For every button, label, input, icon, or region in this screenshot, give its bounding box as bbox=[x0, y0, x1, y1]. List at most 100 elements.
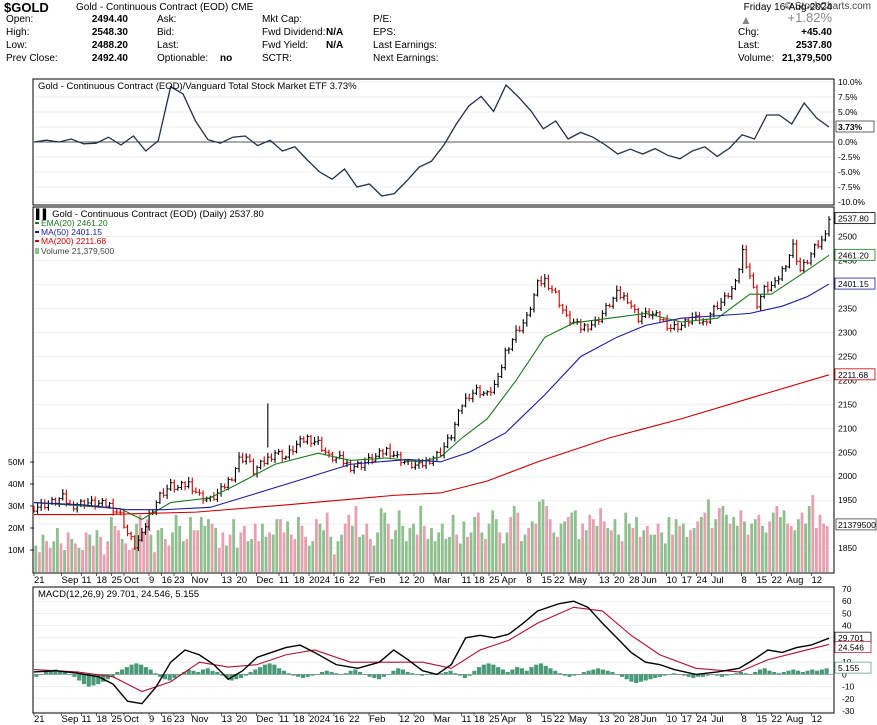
volume-bar bbox=[203, 525, 207, 572]
x-axis-label: 8 bbox=[527, 714, 532, 725]
ohlc-bar bbox=[755, 284, 759, 310]
x-axis-label: 21 bbox=[34, 714, 45, 725]
ohlc-bar bbox=[259, 459, 263, 470]
macd-hist-bar bbox=[505, 671, 510, 675]
quote-label-fwd-dividend: Fwd Dividend: bbox=[262, 27, 326, 38]
ohlc-bar bbox=[604, 302, 608, 317]
volume-bar bbox=[822, 523, 826, 572]
x-axis-label: 28 bbox=[629, 714, 640, 725]
volume-bar bbox=[228, 534, 232, 572]
macd-hist-bar bbox=[462, 674, 467, 679]
macd-hist-bar bbox=[405, 671, 410, 675]
macd-hist-bar bbox=[277, 668, 282, 675]
volume-bar bbox=[534, 523, 538, 572]
volume-bar bbox=[548, 519, 552, 572]
ohlc-bar bbox=[798, 257, 802, 273]
ohlc-bar bbox=[489, 386, 493, 397]
ohlc-bar bbox=[683, 317, 687, 328]
volume-bar bbox=[48, 547, 52, 572]
ohlc-bar bbox=[543, 273, 547, 288]
macd-hist-bar bbox=[515, 667, 520, 675]
ohlc-bar bbox=[71, 501, 76, 512]
ohlc-bar bbox=[539, 275, 543, 287]
ohlc-bar bbox=[201, 490, 205, 504]
quote-label-chg: Chg: bbox=[738, 27, 760, 38]
ohlc-bar bbox=[359, 461, 363, 470]
macd-hist-bar bbox=[772, 671, 777, 675]
rs-tick-label: 10.0% bbox=[838, 77, 863, 87]
macd-hist-bar bbox=[700, 674, 705, 677]
ohlc-bar bbox=[816, 239, 820, 249]
macd-hist-bar bbox=[486, 663, 491, 675]
macd-hist-bar bbox=[81, 674, 87, 685]
ohlc-bar bbox=[643, 307, 648, 318]
volume-bar bbox=[523, 534, 527, 572]
quote-value-fwd-yield: N/A bbox=[326, 40, 344, 51]
volume-bar bbox=[300, 525, 304, 572]
ohlc-bar bbox=[277, 448, 281, 456]
macd-hist-bar bbox=[391, 670, 396, 675]
macd-hist-bar bbox=[358, 671, 363, 675]
volume-bar bbox=[455, 534, 459, 572]
ohlc-bar bbox=[302, 436, 306, 444]
ohlc-bar bbox=[467, 393, 471, 402]
volume-bar bbox=[66, 532, 70, 572]
macd-hist-bar bbox=[705, 674, 710, 676]
volume-bar bbox=[153, 552, 156, 572]
ohlc-bar bbox=[762, 284, 766, 299]
ohlc-bar bbox=[197, 488, 202, 496]
volume-bar bbox=[466, 536, 469, 572]
macd-hist-bar bbox=[781, 671, 786, 675]
rs-tick-label: -10.0% bbox=[838, 197, 865, 207]
quote-header: $GOLD Gold - Continuous Contract (EOD) C… bbox=[0, 0, 877, 80]
volume-bar bbox=[739, 510, 743, 572]
macd-hist-bar bbox=[410, 673, 415, 675]
macd-hist-bar bbox=[334, 673, 339, 675]
volume-bar bbox=[779, 517, 782, 572]
volume-bar bbox=[563, 521, 566, 572]
x-axis-label: Sep bbox=[62, 575, 79, 586]
quote-value-low: 2488.20 bbox=[91, 40, 128, 51]
ohlc-bar bbox=[388, 443, 392, 460]
volume-bar bbox=[250, 539, 254, 572]
ma50-line bbox=[33, 283, 830, 511]
x-axis-label: Nov bbox=[192, 575, 209, 586]
x-axis-label: 20 bbox=[414, 714, 425, 725]
ohlc-bar bbox=[586, 323, 590, 333]
volume-bar bbox=[552, 532, 556, 572]
macd-hist-bar bbox=[691, 674, 696, 679]
x-axis-label: 10 bbox=[667, 575, 678, 586]
ohlc-bar bbox=[518, 325, 522, 333]
volume-bar bbox=[660, 532, 664, 572]
volume-tick-label: 40M bbox=[8, 479, 25, 489]
rs-tick-label: -7.5% bbox=[838, 182, 861, 192]
volume-bar bbox=[99, 536, 102, 572]
x-axis-label: Feb bbox=[369, 575, 385, 586]
macd-hist-bar bbox=[776, 673, 782, 675]
volume-bar bbox=[368, 539, 372, 572]
macd-hist-bar bbox=[419, 674, 425, 676]
quote-label-volume: Volume: bbox=[738, 53, 775, 64]
volume-bar bbox=[282, 532, 286, 572]
macd-hist-bar bbox=[43, 671, 48, 675]
macd-value-tag-label: 29.701 bbox=[838, 633, 864, 643]
ohlc-bar bbox=[503, 347, 507, 371]
price-bar-icon: ▌▌ bbox=[36, 208, 52, 220]
volume-bar bbox=[433, 541, 437, 572]
ohlc-bar bbox=[687, 318, 691, 327]
macd-tick-label: -10 bbox=[842, 682, 855, 692]
ohlc-bar bbox=[35, 502, 40, 514]
volume-tick-label: 10M bbox=[8, 545, 25, 555]
macd-hist-bar bbox=[186, 669, 191, 675]
ohlc-bar bbox=[510, 338, 515, 352]
macd-hist-bar bbox=[396, 668, 401, 675]
ohlc-bar bbox=[424, 457, 428, 469]
volume-bar bbox=[458, 543, 462, 572]
macd-hist-bar bbox=[315, 674, 320, 675]
x-axis-label: Nov bbox=[192, 714, 209, 725]
ohlc-bar bbox=[589, 320, 594, 331]
x-axis-label: 12 bbox=[399, 714, 410, 725]
ohlc-bar bbox=[525, 311, 529, 327]
volume-bar bbox=[379, 508, 383, 572]
